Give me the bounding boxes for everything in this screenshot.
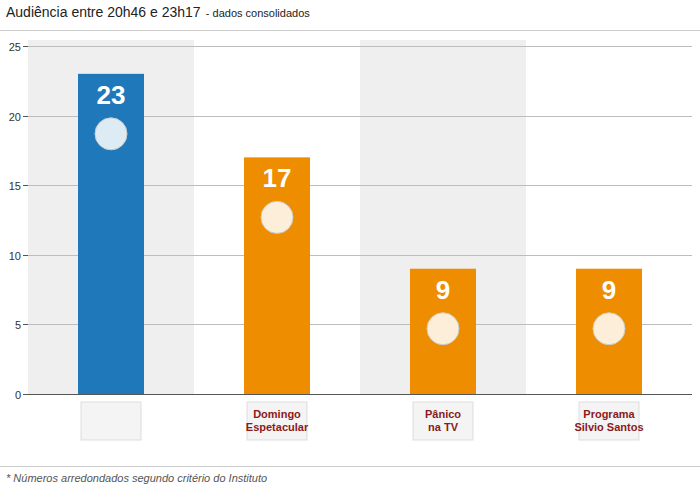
category-label-line: Espetacular <box>246 421 309 433</box>
tick-mark <box>23 185 28 186</box>
data-label: 23 <box>97 80 126 110</box>
channel-icon <box>593 313 625 345</box>
tick-label: 25 <box>9 41 21 53</box>
footer-rule <box>0 466 700 467</box>
tick-label: 20 <box>9 111 21 123</box>
category-label-line: na TV <box>428 421 459 433</box>
bar <box>244 157 310 394</box>
program-logo-box <box>81 402 141 440</box>
tick-label: 10 <box>9 250 21 262</box>
channel-icon <box>261 201 293 233</box>
program-logo-box <box>413 402 473 440</box>
category-label-line: Domingo <box>253 408 301 420</box>
tick-mark <box>23 324 28 325</box>
channel-icon <box>95 118 127 150</box>
bar <box>576 269 642 394</box>
category-label: Pânicona TV <box>425 408 461 433</box>
data-label: 9 <box>602 275 616 305</box>
title: Audiência entre 20h46 e 23h17 <box>6 4 201 20</box>
data-label: 9 <box>436 275 450 305</box>
category-label-line: Programa <box>583 408 635 420</box>
tick-label: 15 <box>9 180 21 192</box>
column-band <box>360 40 526 394</box>
channel-icon <box>427 313 459 345</box>
tick-label: 5 <box>15 319 21 331</box>
data-labels: 23 17 9 9 <box>97 80 617 305</box>
grid-line <box>28 46 692 47</box>
category-label: DomingoEspetacular <box>246 408 309 433</box>
data-label: 17 <box>263 163 292 193</box>
tick-label: 0 <box>15 389 21 401</box>
subtitle: - dados consolidados <box>206 7 310 19</box>
category-label-line: Silvio Santos <box>574 421 643 433</box>
bar <box>78 74 144 394</box>
title-rule <box>0 30 700 31</box>
chart: Audiência entre 20h46 e 23h17 - dados con… <box>0 0 700 500</box>
tick-mark <box>23 394 28 395</box>
grid-line <box>28 394 692 395</box>
bar <box>410 269 476 394</box>
tick-mark <box>23 46 28 47</box>
tick-mark <box>23 255 28 256</box>
category-label: ProgramaSilvio Santos <box>574 408 643 433</box>
column-band <box>28 40 194 394</box>
category-label-line: Pânico <box>425 408 461 420</box>
tick-mark <box>23 116 28 117</box>
footnote: * Números arredondados segundo critério … <box>6 472 267 484</box>
bars <box>78 74 642 394</box>
